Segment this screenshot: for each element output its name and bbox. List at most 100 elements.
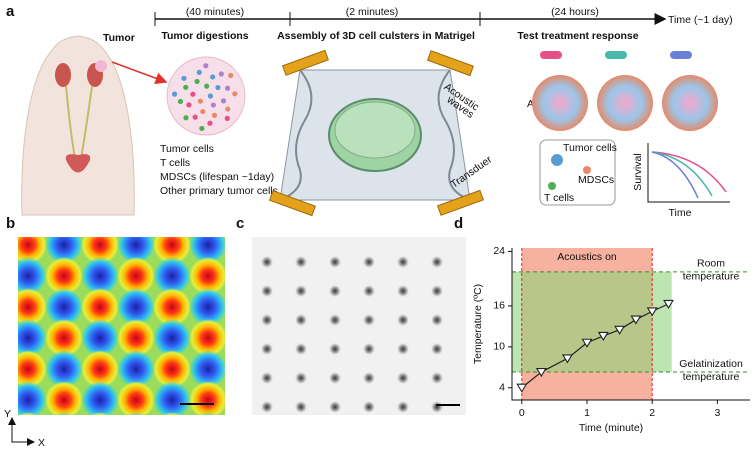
x-tick-label: 2	[649, 407, 655, 419]
cell	[177, 98, 184, 105]
chart: Acoustics onRoomtemperatureGelatinizatio…	[472, 245, 750, 434]
cluster	[295, 343, 307, 355]
data-point	[516, 383, 528, 393]
cell	[194, 78, 200, 85]
field-spot	[225, 412, 263, 450]
field-spot	[161, 412, 183, 415]
cell	[207, 93, 214, 99]
survival-axes	[647, 143, 730, 203]
step-title: Tumor digestions	[161, 30, 248, 42]
field-spot	[117, 350, 155, 388]
axes	[511, 248, 750, 401]
field-spot	[81, 257, 119, 295]
cell	[225, 106, 231, 112]
field-spot	[45, 350, 83, 388]
field-spot	[81, 319, 119, 357]
cell	[200, 108, 206, 115]
cells	[171, 63, 238, 132]
cluster	[431, 314, 443, 326]
cluster	[363, 256, 375, 268]
field-spot	[18, 412, 39, 415]
cluster	[295, 314, 307, 326]
field-spot	[45, 288, 83, 326]
cell-type: Other primary tumor cells	[160, 185, 278, 197]
cell-type: T cells	[160, 157, 190, 169]
cell	[218, 71, 224, 77]
field-spot	[81, 237, 119, 264]
cell	[183, 84, 189, 90]
field-spot	[153, 381, 191, 415]
cluster	[329, 285, 341, 297]
cluster	[431, 343, 443, 355]
cell	[220, 98, 227, 104]
field-spot	[0, 350, 11, 388]
cell	[203, 63, 209, 69]
y-tick-label: 10	[493, 341, 505, 353]
field-spot	[0, 319, 11, 357]
cluster	[329, 343, 341, 355]
axis-arrow	[11, 420, 35, 446]
interaction-label: Tumor cells	[563, 142, 617, 154]
cell-icon	[548, 182, 556, 190]
field-spot	[18, 257, 47, 295]
cell	[183, 115, 189, 121]
cluster	[261, 314, 273, 326]
cluster	[397, 343, 409, 355]
field-spot	[45, 381, 83, 415]
y-tick-label: 4	[499, 382, 505, 394]
field-spot	[153, 237, 191, 264]
data-point	[614, 325, 626, 335]
data-point	[646, 307, 658, 317]
field-spot	[153, 288, 191, 326]
band-label: temperature	[683, 271, 740, 283]
cluster	[363, 314, 375, 326]
field-spot	[153, 257, 191, 295]
cell	[197, 98, 204, 104]
survival-curve	[651, 151, 699, 199]
cluster	[329, 256, 341, 268]
cluster-array	[261, 256, 443, 413]
interaction-label: MDSCs	[578, 174, 614, 186]
survival-x-label: Time	[669, 207, 692, 219]
cluster	[329, 401, 341, 413]
temperature-band	[512, 271, 672, 373]
x-axis-label: Time (minute)	[579, 422, 643, 434]
step-title: Assembly of 3D cell culsters in Matrigel	[277, 30, 475, 42]
field-spot	[189, 257, 225, 295]
cluster	[295, 401, 307, 413]
data-point	[581, 338, 593, 348]
cell	[204, 83, 210, 89]
panel-label: c	[236, 215, 244, 232]
cluster	[397, 314, 409, 326]
field-spot	[18, 319, 47, 357]
y-tick-label: 24	[493, 245, 505, 257]
axis-label: X	[38, 437, 45, 449]
data-point	[597, 331, 609, 341]
cluster	[329, 372, 341, 384]
field-spot	[45, 257, 83, 295]
field-spot	[189, 350, 225, 388]
band-label: temperature	[683, 371, 740, 383]
cluster	[363, 285, 375, 297]
cell	[228, 72, 234, 79]
field-spot	[117, 381, 155, 415]
field-spot	[81, 350, 119, 388]
cell-icon	[583, 166, 591, 174]
y-axis-label: Temperature (ºC)	[472, 284, 484, 364]
step-duration: (24 hours)	[551, 6, 599, 18]
step-title: Test treatment response	[517, 30, 638, 42]
cell	[210, 74, 216, 80]
cluster	[329, 314, 341, 326]
cluster	[295, 372, 307, 384]
cell	[171, 91, 178, 97]
field-spot	[117, 288, 155, 326]
cluster	[261, 343, 273, 355]
region-label: Acoustics on	[557, 251, 617, 263]
data-point	[630, 315, 642, 325]
y-tick-label: 16	[493, 300, 505, 312]
field-spot	[0, 288, 11, 326]
cluster	[431, 401, 443, 413]
data-point	[561, 354, 573, 364]
cell	[224, 85, 231, 91]
survival-curve	[651, 151, 727, 193]
